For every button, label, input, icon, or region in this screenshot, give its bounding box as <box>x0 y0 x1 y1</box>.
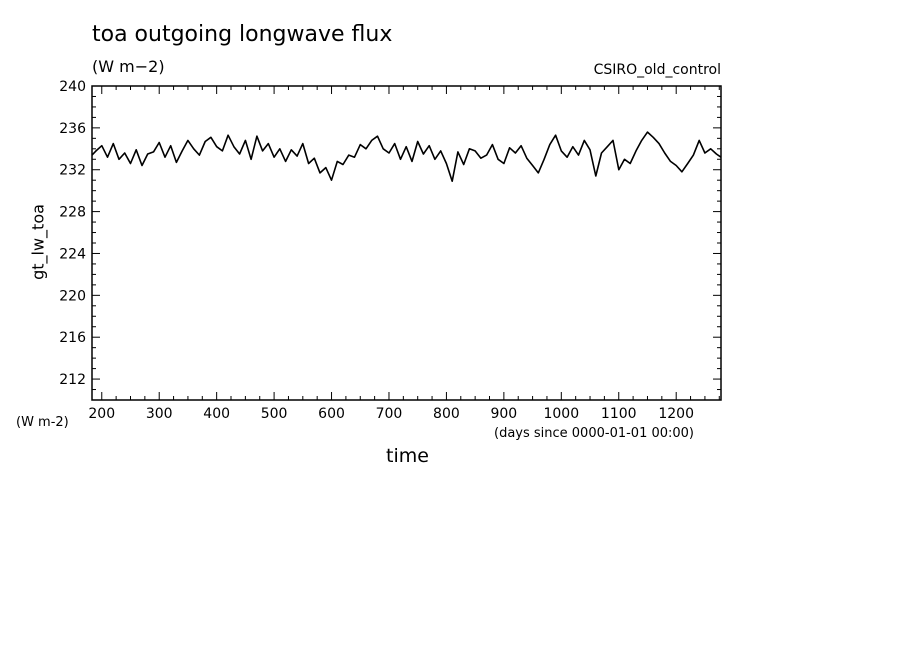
y-tick-label: 232 <box>59 163 86 179</box>
chart-title: toa outgoing longwave flux <box>92 22 393 47</box>
y-tick-label: 220 <box>59 288 86 304</box>
dataset-label: CSIRO_old_control <box>593 62 721 78</box>
x-tick-label: 800 <box>433 406 460 422</box>
x-tick-label: 900 <box>490 406 517 422</box>
axis-tick-labels: 200 300 400 500 600 700 800 900 1000 1100 1200 212 2… <box>59 79 694 422</box>
x-tick-label: 1200 <box>658 406 694 422</box>
series-group <box>91 131 722 182</box>
x-tick-label: 400 <box>203 406 230 422</box>
x-tick-label: 500 <box>261 406 288 422</box>
series-line <box>91 131 722 182</box>
x-tick-label: 1000 <box>543 406 579 422</box>
x-tick-label: 700 <box>376 406 403 422</box>
chart-units: (W m−2) <box>92 57 165 76</box>
x-tick-label: 300 <box>146 406 173 422</box>
x-tick-label: 600 <box>318 406 345 422</box>
y-tick-label: 224 <box>59 246 86 262</box>
y-tick-label: 240 <box>59 79 86 95</box>
y-axis-units: (W m-2) <box>16 415 69 430</box>
x-axis-units: (days since 0000-01-01 00:00) <box>494 426 695 441</box>
x-tick-label: 200 <box>88 406 115 422</box>
x-tick-label: 1100 <box>601 406 637 422</box>
y-tick-label: 236 <box>59 121 86 137</box>
x-axis-label: time <box>386 445 429 467</box>
y-tick-label: 228 <box>59 205 86 221</box>
axis-ticks <box>92 85 721 401</box>
y-tick-label: 216 <box>59 330 86 346</box>
plot-frame <box>91 85 722 401</box>
y-tick-label: 212 <box>59 372 86 388</box>
